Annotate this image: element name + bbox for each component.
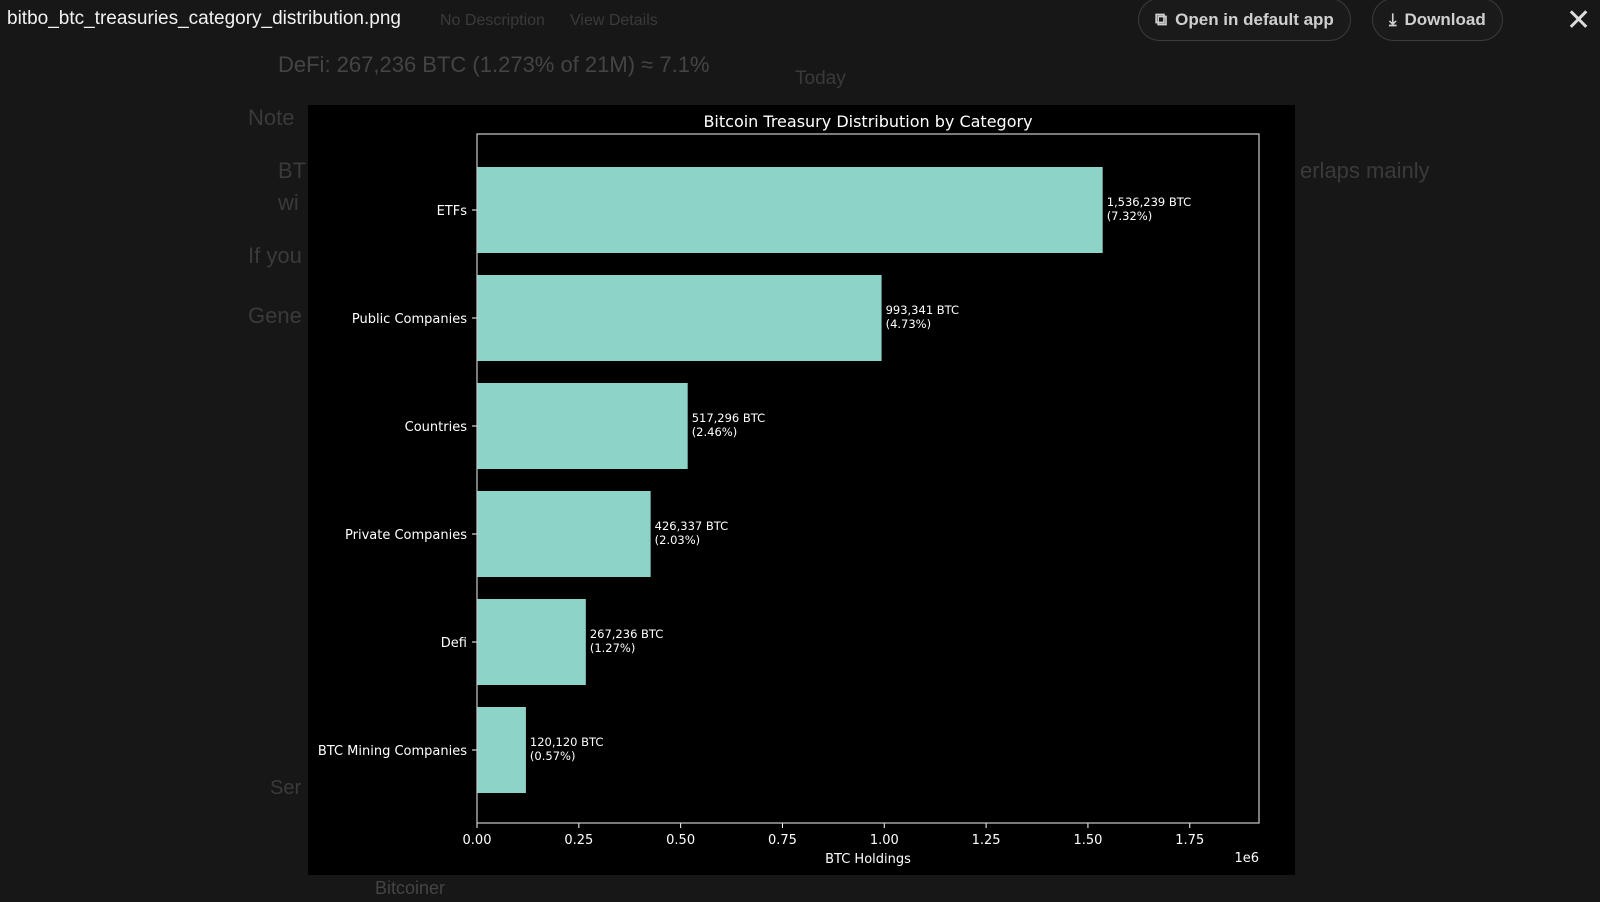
- data-label: (7.32%): [1107, 209, 1153, 223]
- bg-send: Ser: [270, 777, 302, 799]
- bg-today: Today: [795, 68, 846, 89]
- open-label: Open in default app: [1175, 9, 1334, 29]
- external-link-icon: ⧉: [1155, 9, 1168, 29]
- y-tick-label: BTC Mining Companies: [318, 744, 467, 759]
- plot-frame: [476, 133, 1260, 824]
- bg-gene: Gene: [248, 303, 302, 328]
- x-tick-label: 0.25: [564, 833, 593, 848]
- bg-meta-description: No Description: [440, 12, 545, 29]
- y-tick-label: Public Companies: [352, 312, 467, 327]
- data-label: 426,337 BTC: [655, 519, 728, 533]
- data-label: 267,236 BTC: [590, 627, 663, 641]
- x-offset-label: 1e6: [1234, 851, 1259, 866]
- bar: [477, 167, 1103, 253]
- y-tick-label: Defi: [441, 636, 467, 651]
- x-tick-label: 1.00: [870, 833, 899, 848]
- bg-meta-details: View Details: [570, 12, 658, 29]
- open-in-default-app-button[interactable]: ⧉ Open in default app: [1138, 0, 1351, 41]
- x-tick-label: 1.25: [972, 833, 1001, 848]
- bar-chart: Bitcoin Treasury Distribution by Categor…: [318, 112, 1260, 867]
- bar: [477, 275, 882, 361]
- data-label: 1,536,239 BTC: [1107, 195, 1191, 209]
- data-label: (2.03%): [655, 533, 701, 547]
- x-tick-label: 0.50: [666, 833, 695, 848]
- data-label: 517,296 BTC: [692, 411, 765, 425]
- viewer-toolbar: bitbo_btc_treasuries_category_distributi…: [0, 0, 1600, 41]
- bg-bitcoiner: Bitcoiner: [375, 878, 446, 898]
- x-axis-label: BTC Holdings: [825, 852, 911, 867]
- download-icon: ⤓: [1389, 9, 1397, 29]
- data-label: (0.57%): [530, 749, 576, 763]
- bg-note: Note: [248, 105, 295, 130]
- data-label: 120,120 BTC: [530, 735, 603, 749]
- data-label: (4.73%): [886, 317, 932, 331]
- bg-bullet-defi: DeFi: 267,236 BTC (1.273% of 21M) ≈ 7.1%: [278, 52, 710, 77]
- bar: [477, 491, 651, 577]
- y-tick-label: Private Companies: [345, 528, 467, 543]
- bar: [477, 599, 586, 685]
- bg-wi: wi: [278, 190, 299, 215]
- data-label: (2.46%): [692, 425, 738, 439]
- bg-ifyou: If you: [248, 243, 302, 268]
- download-label: Download: [1404, 9, 1486, 29]
- y-tick-label: ETFs: [437, 204, 468, 219]
- x-tick-label: 0.75: [768, 833, 797, 848]
- y-tick-label: Countries: [405, 420, 468, 435]
- x-tick-label: 1.75: [1175, 833, 1204, 848]
- bg-bt: BT: [278, 158, 307, 183]
- bar: [477, 707, 526, 793]
- x-tick-label: 1.50: [1073, 833, 1102, 848]
- file-name: bitbo_btc_treasuries_category_distributi…: [7, 8, 401, 29]
- close-icon[interactable]: ✕: [1566, 4, 1592, 37]
- x-tick-label: 0.00: [463, 833, 492, 848]
- bar: [477, 383, 688, 469]
- data-label: (1.27%): [590, 641, 636, 655]
- data-label: 993,341 BTC: [886, 303, 959, 317]
- download-button[interactable]: ⤓ Download: [1372, 0, 1503, 41]
- bg-overlaps: erlaps mainly: [1300, 158, 1430, 183]
- chart-title: Bitcoin Treasury Distribution by Categor…: [703, 112, 1032, 131]
